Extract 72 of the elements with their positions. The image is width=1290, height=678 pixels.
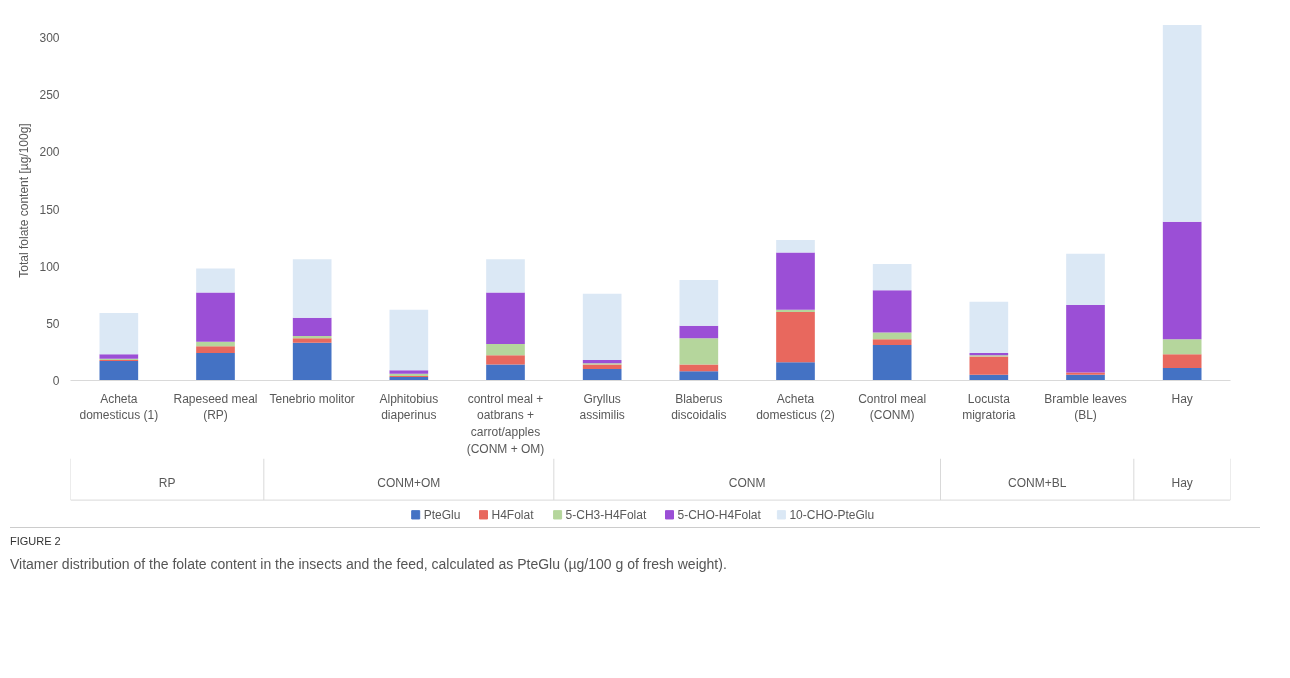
bar bbox=[1066, 305, 1105, 373]
legend-label: PteGlu bbox=[423, 507, 461, 522]
bar bbox=[1162, 367, 1202, 381]
bar bbox=[486, 355, 525, 365]
bar bbox=[292, 342, 332, 381]
bar bbox=[679, 279, 719, 326]
y-tick-label: 250 bbox=[39, 88, 60, 103]
bar bbox=[486, 292, 525, 344]
bar bbox=[196, 346, 235, 354]
y-tick-label: 50 bbox=[46, 316, 60, 331]
x-tick-label: Locusta migratoria bbox=[962, 391, 1016, 423]
bar bbox=[969, 301, 1009, 354]
text: Vitamer distribution of the folate content in the insects and the feed, calculated as PteGlu (µg/100 g of fresh weight). bbox=[10, 554, 727, 574]
bar bbox=[1162, 25, 1202, 222]
bar bbox=[1162, 354, 1202, 368]
text: CONM+BL bbox=[1007, 475, 1067, 490]
bar bbox=[99, 354, 139, 359]
x-tick-label: Blaberus discoidalis bbox=[671, 391, 727, 423]
bar bbox=[292, 259, 332, 318]
bar bbox=[486, 364, 525, 381]
x-tick-label: Control meal (CONM) bbox=[858, 391, 927, 423]
bar bbox=[292, 338, 332, 343]
x-tick-label: Acheta domesticus (1) bbox=[79, 391, 159, 423]
bar bbox=[679, 325, 719, 339]
legend-label: 10-CHO-PteGlu bbox=[789, 507, 875, 522]
bar bbox=[776, 362, 815, 381]
y-tick-label: 100 bbox=[39, 259, 60, 274]
x-tick-label: Rapeseed meal (RP) bbox=[173, 391, 258, 423]
x-tick-label: Tenebrio molitor bbox=[269, 391, 355, 406]
bar bbox=[196, 353, 235, 381]
bar bbox=[99, 313, 139, 355]
bar bbox=[1162, 339, 1202, 355]
bar bbox=[1162, 221, 1202, 340]
bar bbox=[679, 338, 719, 365]
bar bbox=[486, 259, 525, 293]
x-tick-label: Alphitobius diaperinus bbox=[379, 391, 439, 423]
y-tick-label: 300 bbox=[39, 31, 60, 46]
y-tick-label: 200 bbox=[39, 145, 60, 160]
text: Hay bbox=[1171, 475, 1193, 490]
legend-label: H4Folat bbox=[491, 507, 535, 522]
x-tick-label: control meal + oatbrans + carrot/apples (CONM + OM) bbox=[466, 391, 545, 456]
bar bbox=[582, 369, 622, 381]
x-tick-label: Hay bbox=[1171, 391, 1193, 406]
caption: FIGURE 2 bbox=[10, 534, 62, 549]
bar bbox=[196, 268, 235, 293]
bar bbox=[872, 339, 912, 346]
bar bbox=[1066, 253, 1105, 306]
y-tick-label: 150 bbox=[39, 202, 60, 217]
bar bbox=[872, 263, 912, 291]
x-tick-label: Gryllus assimilis bbox=[579, 391, 625, 423]
bar bbox=[872, 345, 912, 381]
bar bbox=[776, 252, 815, 310]
bar bbox=[486, 343, 525, 356]
bar bbox=[776, 311, 815, 363]
text: CONM bbox=[728, 475, 766, 490]
legend-label: 5-CH3-H4Folat bbox=[565, 507, 647, 522]
text: RP bbox=[158, 475, 176, 490]
text: CONM+OM bbox=[377, 475, 441, 490]
y-tick-label: 0 bbox=[52, 374, 60, 388]
bar bbox=[679, 371, 719, 381]
bar bbox=[582, 293, 622, 360]
bar bbox=[99, 361, 139, 381]
x-tick-label: Bramble leaves (BL) bbox=[1044, 391, 1127, 423]
bar bbox=[196, 292, 235, 342]
bar bbox=[969, 356, 1009, 375]
bar bbox=[776, 239, 815, 253]
bar bbox=[389, 309, 429, 371]
legend-label: 5-CHO-H4Folat bbox=[677, 507, 762, 522]
x-tick-label: Acheta domesticus (2) bbox=[756, 391, 835, 423]
y-axis-title: Total folate content [µg/100g] bbox=[17, 123, 32, 278]
bar bbox=[292, 317, 332, 336]
bar bbox=[872, 290, 912, 333]
